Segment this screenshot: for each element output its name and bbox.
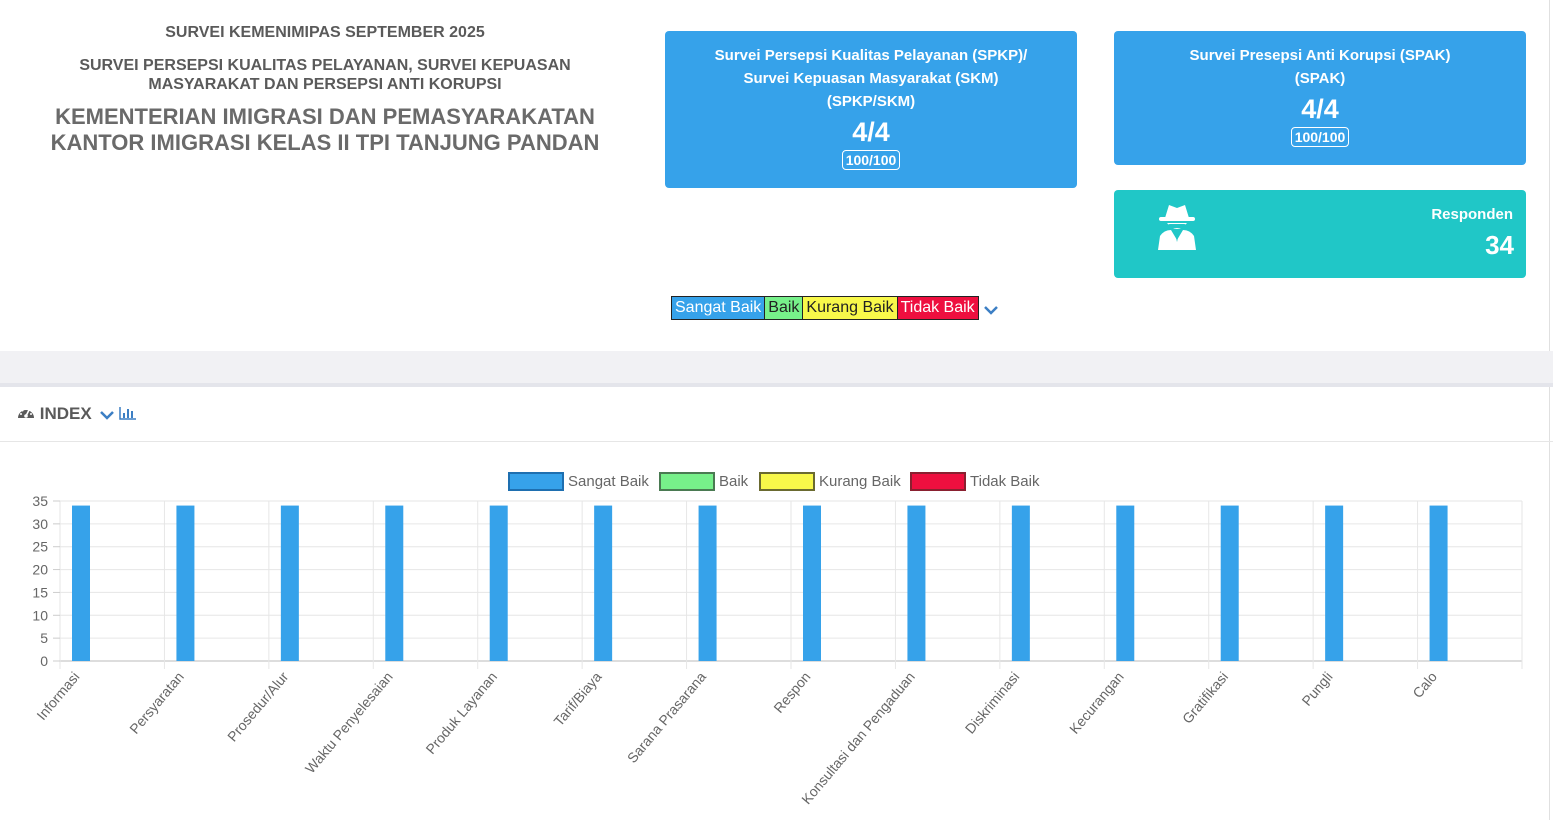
- chart-grid: [59, 500, 1523, 669]
- x-tick-label: Kecurangan: [1066, 669, 1127, 737]
- legend-label: Baik: [719, 473, 749, 490]
- y-tick-label: 0: [40, 653, 48, 669]
- survey-types-line-1: SURVEI PERSEPSI KUALITAS PELAYANAN, SURV…: [79, 57, 571, 74]
- office-title: KEMENTERIAN IMIGRASI DAN PEMASYARAKATAN …: [30, 104, 620, 156]
- legend-sangat-baik: Sangat Baik: [671, 296, 766, 320]
- legend-swatch: [759, 472, 815, 491]
- legend-tidak-baik: Tidak Baik: [896, 296, 979, 320]
- page-right-border: [1549, 0, 1550, 820]
- bar: [176, 505, 195, 661]
- section-divider: [0, 351, 1553, 383]
- x-tick-label: Sarana Prasarana: [624, 668, 709, 765]
- x-tick-label: Informasi: [33, 669, 82, 723]
- legend-label: Kurang Baik: [819, 473, 901, 490]
- legend-baik: Baik: [764, 296, 804, 320]
- ministry-name: KEMENTERIAN IMIGRASI DAN PEMASYARAKATAN: [55, 104, 595, 129]
- rating-legend-bar: Sangat Baik Baik Kurang Baik Tidak Baik: [671, 296, 979, 320]
- y-tick-label: 30: [32, 516, 48, 532]
- dashboard-gauge-icon: [17, 405, 35, 426]
- index-title: INDEX: [39, 404, 92, 423]
- x-tick-label: Persyaratan: [126, 669, 187, 737]
- bar-chart-icon[interactable]: [119, 405, 137, 425]
- bar: [594, 505, 613, 661]
- chart-legend: Sangat Baik Baik Kurang Baik Tidak Baik: [508, 472, 1040, 491]
- x-tick-label: Prosedur/Alur: [224, 668, 291, 744]
- x-tick-label: Diskriminasi: [962, 669, 1023, 737]
- spak-card: Survei Presepsi Anti Korupsi (SPAK) (SPA…: [1114, 31, 1526, 165]
- spak-score: 4/4: [1301, 94, 1339, 124]
- spak-badge: 100/100: [1290, 127, 1350, 147]
- y-tick-label: 15: [32, 584, 48, 600]
- survey-types-line-2: MASYARAKAT DAN PERSEPSI ANTI KORUPSI: [148, 76, 502, 93]
- panel-header-divider: [0, 441, 1553, 442]
- spkp-skm-card: Survei Persepsi Kualitas Pelayanan (SPKP…: [665, 31, 1077, 188]
- x-tick-label: Gratifikasi: [1179, 669, 1231, 727]
- spkp-title-line-1: Survei Persepsi Kualitas Pelayanan (SPKP…: [714, 47, 1028, 64]
- legend-kurang-baik: Kurang Baik: [802, 296, 898, 320]
- spak-title-line-2: (SPAK): [1294, 70, 1346, 87]
- responden-label: Responden: [1431, 206, 1513, 223]
- bar: [907, 505, 926, 661]
- spkp-card-title: Survei Persepsi Kualitas Pelayanan (SPKP…: [665, 31, 1077, 113]
- legend-swatch: [508, 472, 564, 491]
- y-tick-label: 10: [32, 607, 48, 623]
- x-tick-label: Pungli: [1298, 669, 1335, 709]
- index-panel-header: INDEX: [17, 404, 137, 426]
- spak-card-title: Survei Presepsi Anti Korupsi (SPAK) (SPA…: [1114, 31, 1526, 90]
- x-tick-label: Tarif/Biaya: [550, 668, 604, 729]
- survey-period-title: SURVEI KEMENIMIPAS SEPTEMBER 2025: [165, 24, 485, 41]
- index-bar-chart: Sangat Baik Baik Kurang Baik Tidak Baik 0 5 1…: [32, 472, 1523, 807]
- x-tick-label: Produk Layanan: [422, 669, 500, 757]
- survey-types-title: SURVEI PERSEPSI KUALITAS PELAYANAN, SURV…: [40, 56, 610, 94]
- x-tick-label: Respon: [770, 669, 813, 716]
- spkp-title-line-2: Survei Kepuasan Masyarakat (SKM): [743, 70, 999, 87]
- bar: [385, 505, 404, 661]
- x-tick-label: Waktu Penyelesaian: [302, 669, 396, 777]
- section-divider-border: [0, 383, 1553, 387]
- bar: [72, 505, 90, 661]
- x-tick-label: Calo: [1409, 668, 1440, 701]
- legend-swatch: [910, 472, 966, 491]
- y-tick-label: 5: [40, 630, 48, 646]
- bar: [1116, 505, 1135, 661]
- chevron-down-icon[interactable]: [984, 302, 998, 320]
- responden-count: 34: [1485, 230, 1514, 260]
- bar: [1429, 505, 1448, 661]
- legend-label: Tidak Baik: [970, 473, 1040, 490]
- bar: [1220, 505, 1239, 661]
- chevron-down-icon[interactable]: [100, 405, 115, 425]
- spkp-badge: 100/100: [841, 150, 901, 170]
- responden-card: Responden 34: [1114, 190, 1526, 278]
- user-secret-icon: [1156, 202, 1198, 255]
- y-tick-label: 20: [32, 562, 48, 578]
- spkp-score: 4/4: [852, 117, 890, 147]
- bar: [1325, 505, 1344, 661]
- office-name: KANTOR IMIGRASI KELAS II TPI TANJUNG PAN…: [50, 130, 600, 155]
- y-tick-label: 25: [32, 539, 48, 555]
- bar: [489, 505, 508, 661]
- chart-bars: [72, 505, 1448, 661]
- bar: [698, 505, 717, 661]
- spkp-title-line-3: (SPKP/SKM): [826, 93, 916, 110]
- legend-label: Sangat Baik: [568, 473, 649, 490]
- spak-title-line-1: Survei Presepsi Anti Korupsi (SPAK): [1189, 47, 1451, 64]
- x-tick-label: Konsultasi dan Pengaduan: [798, 669, 918, 807]
- legend-swatch: [659, 472, 715, 491]
- bar: [1011, 505, 1030, 661]
- bar: [280, 505, 299, 661]
- y-tick-label: 35: [32, 493, 48, 509]
- bar: [803, 505, 821, 661]
